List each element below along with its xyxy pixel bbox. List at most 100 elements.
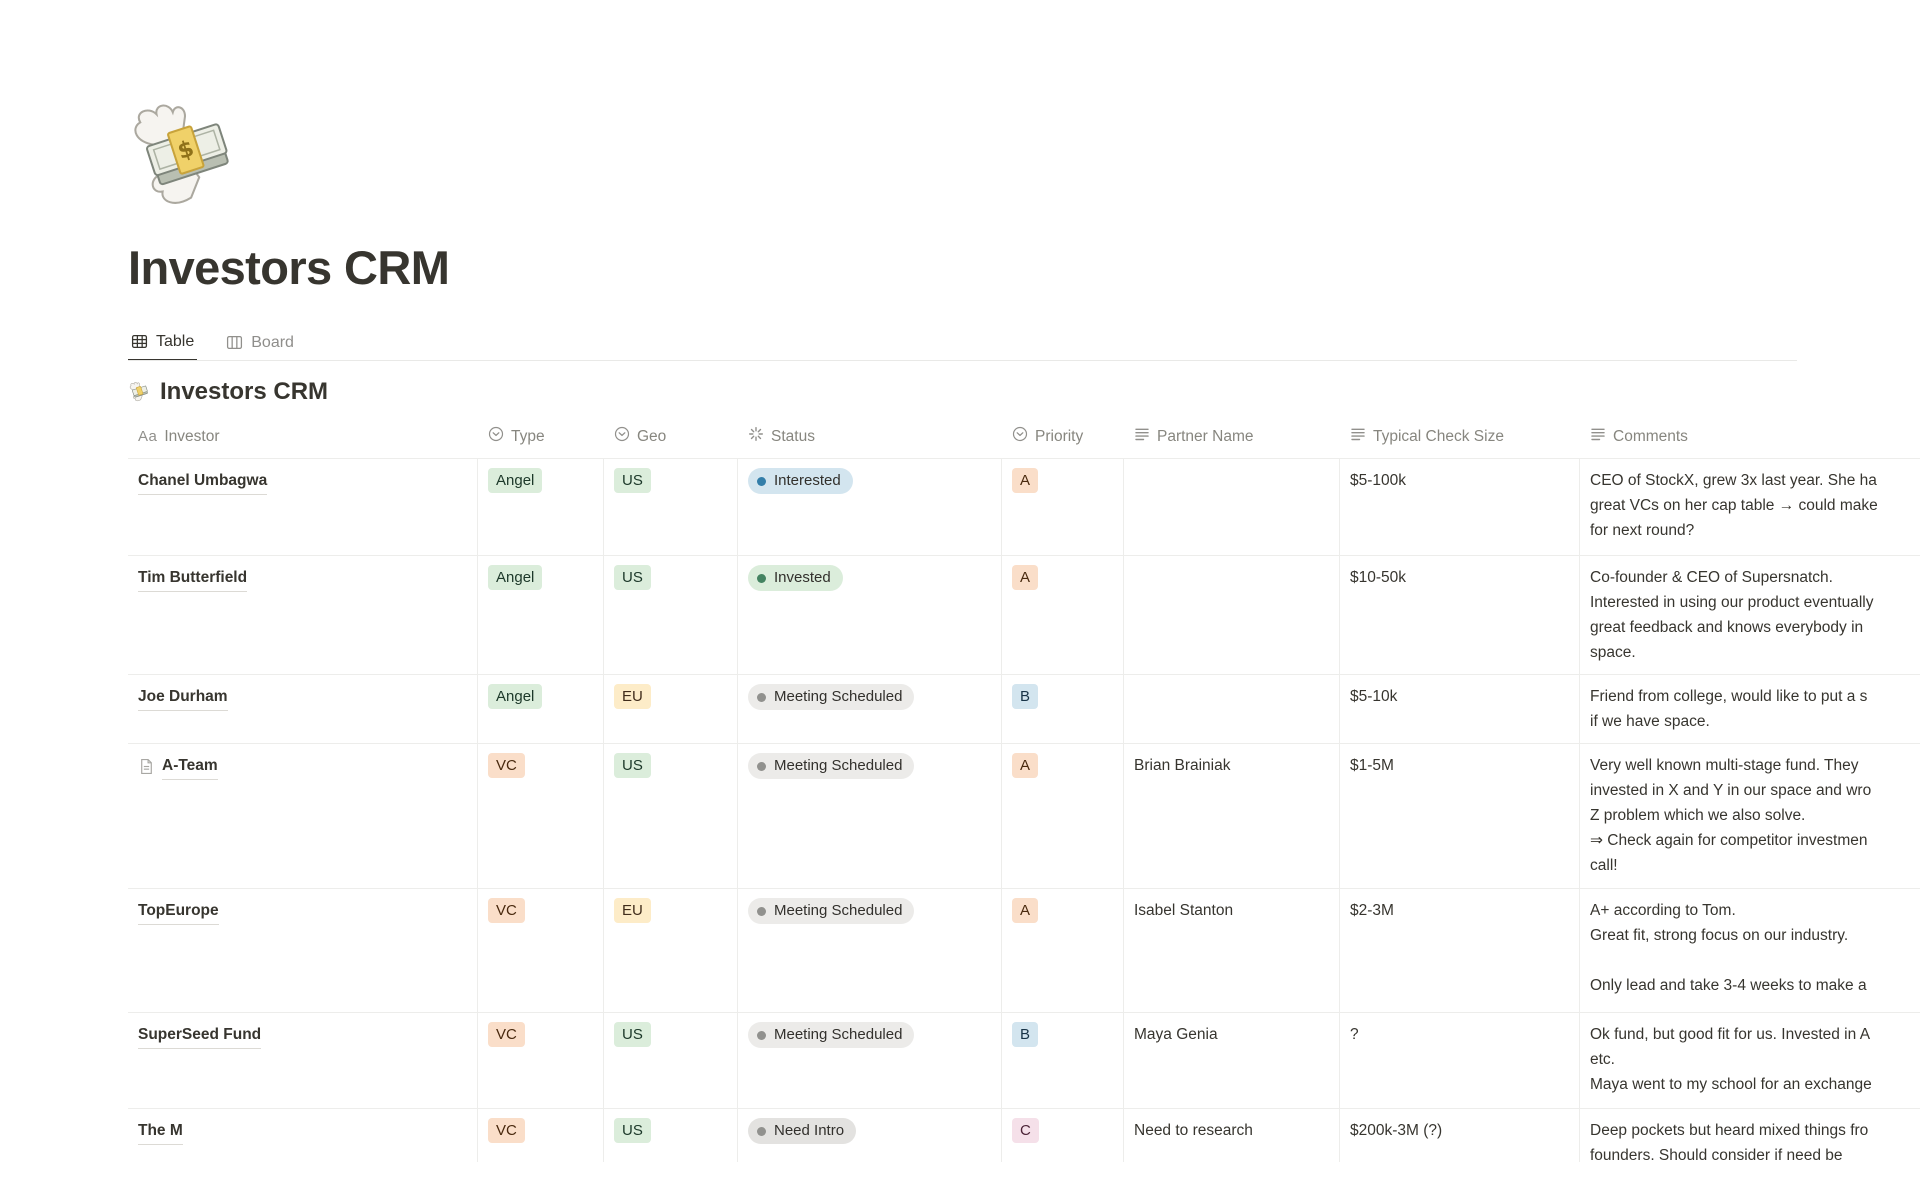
comments-cell[interactable]: Deep pockets but heard mixed things fro f… xyxy=(1580,1109,1920,1162)
column-header-partner-name[interactable]: Partner Name xyxy=(1124,415,1340,458)
check-size-cell[interactable]: $1-5M xyxy=(1340,744,1580,888)
column-header-geo[interactable]: Geo xyxy=(604,415,738,458)
investor-cell[interactable]: SuperSeed Fund xyxy=(128,1013,478,1108)
geo-cell[interactable]: US xyxy=(604,1013,738,1108)
comments-cell[interactable]: CEO of StockX, grew 3x last year. She ha… xyxy=(1580,459,1920,555)
geo-cell[interactable]: EU xyxy=(604,889,738,1012)
check-size-cell[interactable]: $5-10k xyxy=(1340,675,1580,743)
investor-name-label: Chanel Umbagwa xyxy=(138,468,268,495)
check-size-cell[interactable]: $200k-3M (?) xyxy=(1340,1109,1580,1162)
priority-tag: B xyxy=(1012,684,1039,709)
geo-cell[interactable]: EU xyxy=(604,675,738,743)
board-view-icon xyxy=(226,334,243,351)
comments-cell[interactable]: A+ according to Tom. Great fit, strong fo… xyxy=(1580,889,1920,1012)
comment-line: Only lead and take 3-4 weeks to make a xyxy=(1590,977,1867,994)
investor-name-label: Tim Butterfield xyxy=(138,565,248,592)
status-cell[interactable]: Meeting Scheduled xyxy=(738,1013,1002,1108)
priority-cell[interactable]: B xyxy=(1002,675,1124,743)
geo-cell[interactable]: US xyxy=(604,459,738,555)
text-property-icon xyxy=(1590,426,1606,447)
investor-cell[interactable]: The M xyxy=(128,1109,478,1162)
check-size-cell[interactable]: $10-50k xyxy=(1340,556,1580,674)
partner-name-cell[interactable]: Brian Brainiak xyxy=(1124,744,1340,888)
status-cell[interactable]: Need Intro xyxy=(738,1109,1002,1162)
table-row-tim-butterfield: Tim Butterfield Angel US Invested A $10-50k Co… xyxy=(128,556,1920,675)
comment-line: Great fit, strong focus on our industry. xyxy=(1590,927,1849,944)
investor-cell[interactable]: Tim Butterfield xyxy=(128,556,478,674)
column-label: Priority xyxy=(1035,427,1084,445)
column-header-comments[interactable]: Comments xyxy=(1580,415,1920,458)
partner-name-cell[interactable] xyxy=(1124,556,1340,674)
status-cell[interactable]: Invested xyxy=(738,556,1002,674)
column-header-typical-check-size[interactable]: Typical Check Size xyxy=(1340,415,1580,458)
status-label: Meeting Scheduled xyxy=(774,688,903,705)
priority-cell[interactable]: C xyxy=(1002,1109,1124,1162)
geo-cell[interactable]: US xyxy=(604,1109,738,1162)
investor-name-label: Joe Durham xyxy=(138,684,228,711)
tab-table[interactable]: Table xyxy=(128,324,198,361)
type-cell[interactable]: VC xyxy=(478,889,604,1012)
comments-cell[interactable]: Ok fund, but good fit for us. Invested i… xyxy=(1580,1013,1920,1108)
table-row-chanel-umbagwa: Chanel Umbagwa Angel US Interested A $5-100k C… xyxy=(128,459,1920,556)
comments-cell[interactable]: Co-founder & CEO of Supersnatch. Interest… xyxy=(1580,556,1920,674)
partner-name-cell[interactable] xyxy=(1124,675,1340,743)
status-pill: Meeting Scheduled xyxy=(748,1022,915,1048)
partner-name-cell[interactable]: Need to research xyxy=(1124,1109,1340,1162)
check-size-cell[interactable]: $5-100k xyxy=(1340,459,1580,555)
comment-line: Co-founder & CEO of Supersnatch. xyxy=(1590,569,1833,586)
investor-cell[interactable]: A-Team xyxy=(128,744,478,888)
investor-cell[interactable]: TopEurope xyxy=(128,889,478,1012)
type-cell[interactable]: Angel xyxy=(478,675,604,743)
comment-line: great VCs on her cap table → could make xyxy=(1590,497,1878,514)
investor-cell[interactable]: Joe Durham xyxy=(128,675,478,743)
comment-line: ⇒ Check again for competitor investmen xyxy=(1590,832,1868,849)
status-cell[interactable]: Meeting Scheduled xyxy=(738,675,1002,743)
column-header-status[interactable]: Status xyxy=(738,415,1002,458)
geo-cell[interactable]: US xyxy=(604,744,738,888)
status-label: Meeting Scheduled xyxy=(774,1026,903,1043)
type-tag: VC xyxy=(488,1118,525,1143)
type-cell[interactable]: Angel xyxy=(478,459,604,555)
type-cell[interactable]: VC xyxy=(478,1109,604,1162)
partner-name-cell[interactable]: Maya Genia xyxy=(1124,1013,1340,1108)
column-header-priority[interactable]: Priority xyxy=(1002,415,1124,458)
check-size-cell[interactable]: ? xyxy=(1340,1013,1580,1108)
type-cell[interactable]: VC xyxy=(478,1013,604,1108)
investor-name: The M xyxy=(138,1118,183,1145)
column-header-investor[interactable]: Aa Investor xyxy=(128,415,478,458)
investor-name-label: SuperSeed Fund xyxy=(138,1022,262,1049)
type-tag: Angel xyxy=(488,684,543,709)
comments-cell[interactable]: Friend from college, would like to put a… xyxy=(1580,675,1920,743)
tab-board[interactable]: Board xyxy=(223,324,297,361)
comment-line: for next round? xyxy=(1590,522,1695,539)
status-dot-icon xyxy=(757,906,766,916)
priority-cell[interactable]: A xyxy=(1002,889,1124,1012)
type-cell[interactable]: VC xyxy=(478,744,604,888)
partner-name-cell[interactable]: Isabel Stanton xyxy=(1124,889,1340,1012)
status-pill: Meeting Scheduled xyxy=(748,898,915,924)
money-with-wings-icon[interactable]: $ xyxy=(124,98,246,220)
priority-cell[interactable]: A xyxy=(1002,556,1124,674)
partner-name-cell[interactable] xyxy=(1124,459,1340,555)
column-header-type[interactable]: Type xyxy=(478,415,604,458)
status-cell[interactable]: Meeting Scheduled xyxy=(738,744,1002,888)
status-cell[interactable]: Interested xyxy=(738,459,1002,555)
investor-name-label: A-Team xyxy=(162,753,218,780)
status-pill: Need Intro xyxy=(748,1118,857,1144)
investor-cell[interactable]: Chanel Umbagwa xyxy=(128,459,478,555)
geo-cell[interactable]: US xyxy=(604,556,738,674)
comment-line: Ok fund, but good fit for us. Invested i… xyxy=(1590,1026,1871,1043)
priority-cell[interactable]: A xyxy=(1002,459,1124,555)
page-title[interactable]: Investors CRM xyxy=(128,241,450,294)
comments-cell[interactable]: Very well known multi-stage fund. They in… xyxy=(1580,744,1920,888)
database-title[interactable]: Investors CRM xyxy=(128,378,328,406)
table-body: Chanel Umbagwa Angel US Interested A $5-100k C… xyxy=(128,459,1920,1162)
comment-line: A+ according to Tom. xyxy=(1590,902,1736,919)
geo-tag: US xyxy=(614,753,651,778)
type-cell[interactable]: Angel xyxy=(478,556,604,674)
status-cell[interactable]: Meeting Scheduled xyxy=(738,889,1002,1012)
priority-cell[interactable]: A xyxy=(1002,744,1124,888)
priority-cell[interactable]: B xyxy=(1002,1013,1124,1108)
check-size-cell[interactable]: $2-3M xyxy=(1340,889,1580,1012)
